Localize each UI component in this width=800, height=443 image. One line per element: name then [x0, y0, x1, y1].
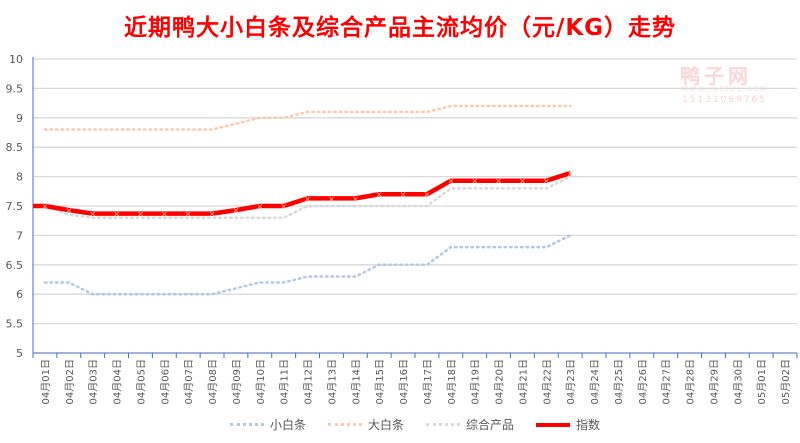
x-tick-label: 04月18日: [446, 359, 458, 404]
x-tick-label: 04月19日: [470, 359, 482, 404]
x-tick-label: 04月09日: [231, 359, 243, 404]
x-tick-label: 04月20日: [494, 359, 506, 404]
legend-swatch: [230, 423, 264, 426]
watermark-phone: 15131069765: [682, 95, 767, 105]
data-marker: ×: [447, 177, 454, 186]
data-marker: ×: [209, 210, 216, 219]
data-marker: ×: [495, 177, 502, 186]
data-marker: ×: [376, 190, 383, 199]
watermark-logo: 鸭子网: [680, 64, 752, 88]
data-marker: ×: [137, 210, 144, 219]
series-line-指数: [33, 170, 571, 216]
x-tick-label: 04月22日: [541, 359, 553, 404]
watermark-site: WWW.INTEDC.COM: [682, 86, 768, 93]
legend-item: 大白条: [328, 416, 404, 433]
y-tick-label: 8: [16, 171, 23, 184]
data-marker: ×: [352, 194, 359, 203]
x-tick-label: 04月25日: [613, 359, 625, 404]
x-tick-label: 04月30日: [732, 359, 744, 404]
x-tick-label: 04月29日: [708, 359, 720, 404]
x-tick-label: 04月03日: [88, 359, 100, 404]
y-tick-label: 6: [16, 288, 23, 301]
legend-swatch: [426, 423, 461, 426]
x-tick-label: 04月06日: [159, 359, 171, 404]
x-tick-label: 04月05日: [135, 359, 147, 404]
legend-label: 小白条: [270, 418, 307, 432]
x-tick-label: 04月28日: [685, 359, 697, 404]
y-tick-label: 7.5: [6, 200, 24, 213]
x-tick-label: 04月26日: [637, 359, 649, 404]
data-marker: ×: [113, 210, 120, 219]
y-tick-label: 9: [16, 112, 23, 125]
legend: 小白条 大白条 综合产品 指数: [230, 416, 600, 433]
x-tick-label: 04月21日: [517, 359, 529, 404]
y-tick-label: 7: [16, 229, 23, 242]
legend-item: 小白条: [230, 416, 306, 433]
x-tick-label: 04月02日: [64, 359, 76, 404]
x-tick-label: 05月01日: [756, 359, 768, 404]
y-tick-label: 5: [16, 347, 23, 360]
legend-swatch: [328, 423, 363, 426]
data-marker: ×: [543, 177, 550, 186]
x-tick-label: 04月27日: [661, 359, 673, 404]
x-tick-label: 04月12日: [303, 359, 315, 404]
x-tick-label: 04月17日: [422, 359, 434, 404]
x-tick-label: 04月24日: [589, 359, 601, 404]
x-tick-label: 04月23日: [565, 359, 577, 404]
legend-label: 综合产品: [466, 418, 515, 432]
data-marker: ×: [328, 194, 335, 203]
data-marker: ×: [233, 206, 240, 215]
legend-item: 综合产品: [426, 416, 514, 433]
y-tick-label: 9.5: [6, 82, 24, 95]
data-marker: ×: [42, 202, 49, 211]
data-marker: ×: [304, 194, 311, 203]
x-tick-label: 04月14日: [350, 359, 362, 404]
legend-swatch: [536, 422, 571, 427]
series-line-大白条: [43, 104, 572, 131]
x-tick-label: 04月10日: [255, 359, 267, 404]
legend-item: 指数: [536, 416, 600, 433]
data-marker: ×: [424, 190, 431, 199]
data-marker: ×: [400, 190, 407, 199]
x-tick-label: 04月15日: [374, 359, 386, 404]
x-tick-label: 04月04日: [112, 359, 124, 404]
data-marker: ×: [471, 177, 478, 186]
y-tick-label: 10: [9, 53, 23, 66]
x-tick-label: 04月01日: [40, 359, 52, 404]
data-marker: ×: [567, 169, 574, 178]
data-marker: ×: [256, 202, 263, 211]
x-tick-label: 05月02日: [780, 359, 792, 404]
x-tick-label: 04月08日: [207, 359, 219, 404]
chart-title: 近期鸭大小白条及综合产品主流均价（元/KG）走势: [123, 15, 677, 41]
series-line-小白条: [43, 234, 572, 296]
legend-label: 大白条: [368, 418, 405, 432]
series-line-综合产品: [43, 175, 572, 220]
legend-label: 指数: [576, 418, 601, 432]
data-marker: ×: [161, 210, 168, 219]
x-tick-label: 04月13日: [326, 359, 338, 404]
data-marker: ×: [519, 177, 526, 186]
x-tick-label: 04月16日: [398, 359, 410, 404]
data-marker: ×: [65, 206, 72, 215]
x-tick-label: 04月07日: [183, 359, 195, 404]
y-tick-label: 5.5: [6, 318, 24, 331]
data-marker: ×: [185, 210, 192, 219]
x-tick-label: 04月11日: [279, 359, 291, 404]
y-tick-label: 8.5: [6, 141, 24, 154]
y-tick-label: 6.5: [6, 259, 24, 272]
data-marker: ×: [89, 210, 96, 219]
data-marker: ×: [280, 202, 287, 211]
